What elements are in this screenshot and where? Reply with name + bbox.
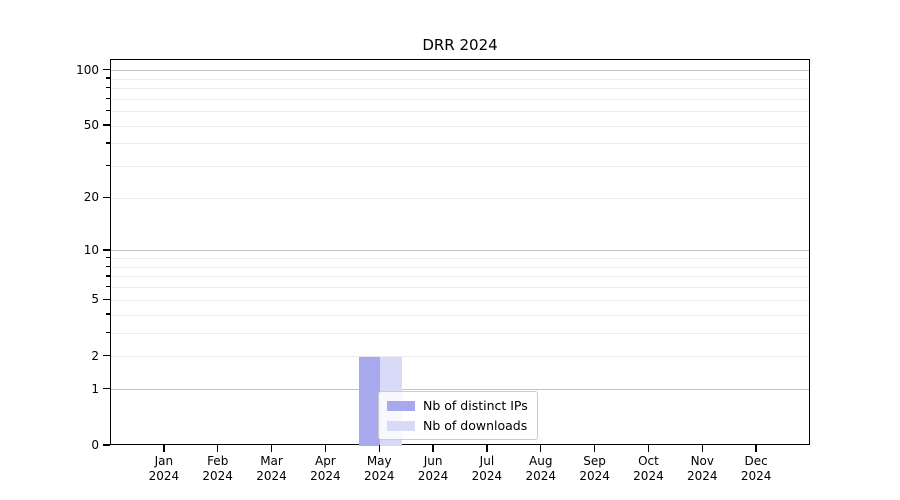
legend-item-downloads: Nb of downloads <box>387 418 528 433</box>
y-minor-tick <box>106 275 110 277</box>
x-tick <box>701 445 703 452</box>
x-tick-label: Apr 2024 <box>310 454 341 483</box>
y-minor-tick <box>106 164 110 167</box>
y-tick-label: 50 <box>83 118 99 133</box>
y-tick <box>103 387 110 390</box>
x-tick-label: Dec 2024 <box>740 454 772 483</box>
y-tick-label: 0 <box>91 438 99 452</box>
x-tick <box>755 445 757 452</box>
x-tick-label: Sep 2024 <box>579 454 610 483</box>
y-gridline <box>111 125 809 127</box>
x-tick-label: Nov 2024 <box>687 454 718 483</box>
y-tick <box>103 124 110 126</box>
y-minor-gridline <box>111 314 809 316</box>
y-tick <box>103 444 110 446</box>
y-tick <box>103 249 110 251</box>
y-minor-gridline <box>111 88 809 89</box>
legend-swatch-distinct-ips-icon <box>387 400 415 411</box>
chart-title: DRR 2024 <box>422 36 498 54</box>
y-gridline <box>111 197 809 199</box>
legend-swatch-downloads-icon <box>387 420 415 431</box>
legend-label-distinct-ips: Nb of distinct IPs <box>423 398 528 413</box>
x-tick-label: Aug 2024 <box>525 454 557 483</box>
y-tick <box>103 196 110 199</box>
x-tick <box>270 445 273 452</box>
y-tick-label: 2 <box>91 348 99 363</box>
y-major-gridline <box>111 70 809 72</box>
legend-label-downloads: Nb of downloads <box>423 418 528 433</box>
y-tick-label: 100 <box>76 62 99 77</box>
x-tick <box>647 445 650 452</box>
x-tick <box>324 445 327 452</box>
y-gridline <box>111 299 809 301</box>
y-minor-tick <box>106 256 110 259</box>
x-tick-label: Mar 2024 <box>256 454 287 483</box>
y-tick <box>103 298 110 300</box>
y-minor-gridline <box>111 287 809 289</box>
y-minor-gridline <box>111 166 809 168</box>
x-tick <box>216 445 219 452</box>
legend-item-distinct-ips: Nb of distinct IPs <box>387 398 528 413</box>
y-minor-tick <box>106 77 110 79</box>
x-tick <box>378 445 380 452</box>
y-tick <box>103 354 110 357</box>
y-major-gridline <box>111 250 809 252</box>
y-tick-label: 1 <box>91 381 99 396</box>
y-minor-tick <box>106 286 110 288</box>
y-minor-gridline <box>111 111 809 113</box>
y-minor-tick <box>106 313 110 315</box>
bar-nb-of-distinct-ips <box>358 356 381 446</box>
y-minor-tick <box>106 97 110 99</box>
x-tick <box>163 445 165 452</box>
y-tick-label: 10 <box>83 242 99 257</box>
y-minor-gridline <box>111 276 809 278</box>
y-minor-tick <box>106 86 110 89</box>
x-tick <box>540 445 542 452</box>
y-major-gridline <box>111 389 809 391</box>
x-tick-label: Jan 2024 <box>148 454 180 483</box>
legend: Nb of distinct IPs Nb of downloads <box>378 391 538 440</box>
y-minor-gridline <box>111 332 809 334</box>
x-tick <box>486 445 488 452</box>
x-tick <box>593 445 596 452</box>
y-tick-label: 5 <box>91 292 99 307</box>
y-tick <box>103 68 110 71</box>
y-tick-label: 20 <box>83 190 99 205</box>
x-tick-label: Oct 2024 <box>633 454 664 483</box>
x-tick-label: May 2024 <box>363 454 395 483</box>
y-minor-tick <box>106 109 110 112</box>
plot-area: Nb of distinct IPs Nb of downloads <box>110 59 810 446</box>
y-minor-tick <box>106 142 110 144</box>
y-minor-gridline <box>111 143 809 145</box>
y-minor-tick <box>106 331 110 333</box>
y-minor-gridline <box>111 258 809 260</box>
x-tick <box>432 445 434 452</box>
x-tick-label: Jun 2024 <box>417 454 449 483</box>
y-minor-gridline <box>111 266 809 268</box>
y-minor-tick <box>106 265 110 267</box>
y-minor-gridline <box>111 78 809 80</box>
y-gridline <box>111 356 809 358</box>
x-tick-label: Jul 2024 <box>471 454 503 483</box>
y-minor-gridline <box>111 98 809 100</box>
x-tick-label: Feb 2024 <box>202 454 233 483</box>
